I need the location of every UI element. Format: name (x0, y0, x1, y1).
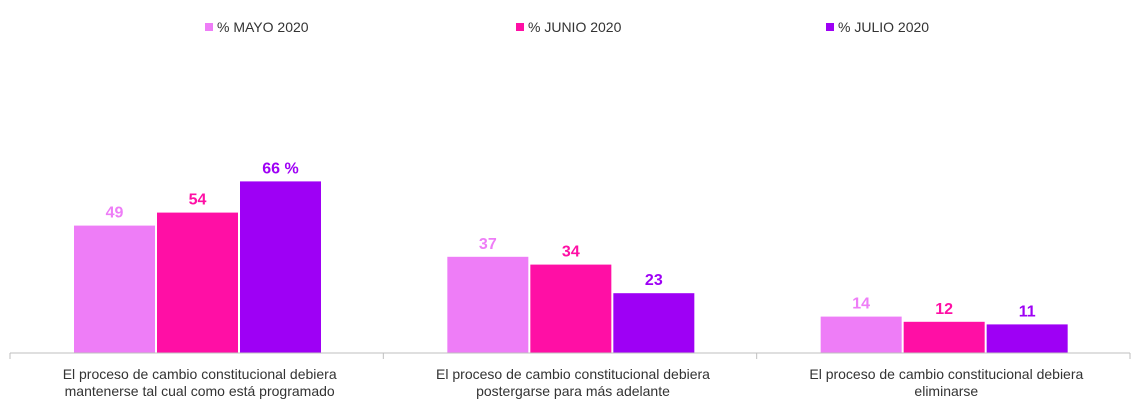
category-label-3: El proceso de cambio constitucional debi… (809, 366, 1083, 399)
legend-swatch-2 (516, 23, 524, 31)
bar-2-2 (530, 264, 612, 353)
bar-1-3 (240, 181, 321, 353)
bar-3-2 (903, 321, 985, 353)
data-label-2-3: 23 (645, 272, 663, 289)
bar-2-1 (447, 256, 529, 353)
data-label-1-2: 54 (189, 192, 207, 209)
legend-label-2: % JUNIO 2020 (528, 19, 622, 35)
category-labels: El proceso de cambio constitucional debi… (63, 366, 1084, 399)
data-label-3-1: 14 (852, 296, 870, 313)
legend: % MAYO 2020 % JUNIO 2020 % JULIO 2020 (205, 19, 929, 35)
bar-1-1 (74, 225, 155, 353)
bars: 49 54 66 % 37 34 23 14 12 11 (74, 160, 1068, 353)
data-label-2-1: 37 (479, 236, 497, 253)
data-label-2-2: 34 (562, 244, 580, 261)
data-label-1-3: 66 % (262, 160, 298, 177)
data-label-3-2: 12 (935, 301, 953, 318)
legend-swatch-1 (205, 23, 213, 31)
legend-label-3: % JULIO 2020 (838, 19, 929, 35)
legend-label-1: % MAYO 2020 (217, 19, 309, 35)
x-axis (9, 352, 1131, 359)
bar-1-2 (157, 212, 238, 353)
bar-3-3 (986, 324, 1068, 353)
bar-2-3 (613, 293, 695, 353)
data-label-3-3: 11 (1019, 303, 1036, 320)
legend-swatch-3 (826, 23, 834, 31)
category-label-1: El proceso de cambio constitucional debi… (63, 366, 337, 399)
category-label-2: El proceso de cambio constitucional debi… (436, 366, 710, 399)
bar-3-1 (820, 316, 902, 353)
data-label-1-1: 49 (106, 205, 124, 222)
